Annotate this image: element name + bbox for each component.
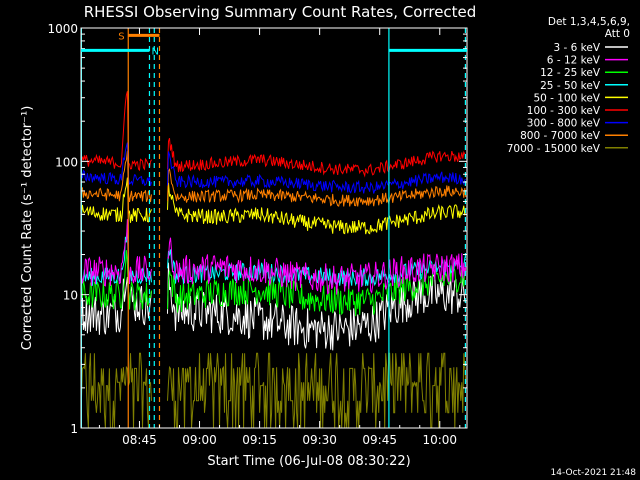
y-tick-label: 10 <box>63 289 78 303</box>
x-tick-label: 09:15 <box>242 433 277 447</box>
chart-title: RHESSI Observing Summary Count Rates, Co… <box>84 3 477 21</box>
axis-ticks: 08:45 09:00 09:15 09:30 09:45 10:00 1000 100 10 1 <box>47 22 467 447</box>
x-tick-label: 09:45 <box>362 433 397 447</box>
footer-timestamp: 14-Oct-2021 21:48 <box>551 468 637 478</box>
legend-label: 300 - 800 keV <box>527 118 601 130</box>
series-line <box>80 177 467 235</box>
plot-frame <box>80 27 468 429</box>
series-line <box>80 142 467 194</box>
legend-header: Att 0 <box>605 28 630 40</box>
legend-label: 12 - 25 keV <box>540 67 601 79</box>
x-tick-label: 08:45 <box>122 433 157 447</box>
chart-lines-layer <box>80 91 467 429</box>
legend-label: 7000 - 15000 keV <box>507 143 601 155</box>
y-tick-label: 100 <box>55 155 78 169</box>
series-line <box>80 91 467 178</box>
x-tick-label: 09:00 <box>182 433 217 447</box>
y-axis-label: Corrected Count Rate (s⁻¹ detector⁻¹) <box>20 106 35 351</box>
x-tick-label: 10:00 <box>422 433 457 447</box>
series-line <box>80 262 467 351</box>
legend-label: 50 - 100 keV <box>533 92 600 104</box>
legend-label: 100 - 300 keV <box>527 105 601 117</box>
x-axis-label: Start Time (06-Jul-08 08:30:22) <box>207 454 410 469</box>
series-line <box>80 352 467 429</box>
x-tick-label: 09:30 <box>302 433 337 447</box>
flag-markers: SN <box>81 31 467 57</box>
flag-label: S <box>118 31 124 42</box>
series-line <box>81 150 467 207</box>
legend-label: 6 - 12 keV <box>547 55 601 67</box>
legend-label: 25 - 50 keV <box>540 80 601 92</box>
y-tick-label: 1000 <box>47 22 78 36</box>
y-tick-label: 1 <box>70 422 78 436</box>
flag-label: N <box>151 46 158 57</box>
legend-label: 800 - 7000 keV <box>520 130 601 142</box>
series-line <box>80 219 467 295</box>
legend-label: 3 - 6 keV <box>553 42 600 54</box>
legend-header: Det 1,3,4,5,6,9, <box>548 16 630 28</box>
